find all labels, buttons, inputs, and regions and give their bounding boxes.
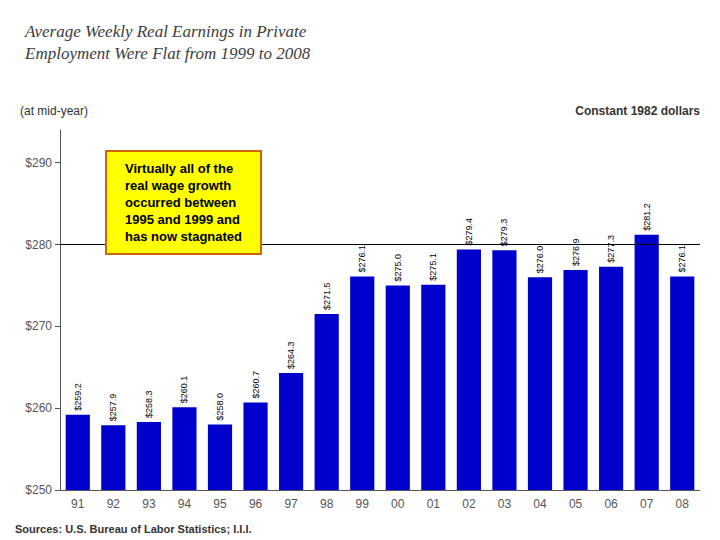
svg-text:Employment Were Flat from 1999: Employment Were Flat from 1999 to 2008 <box>24 44 311 63</box>
svg-text:Constant 1982 dollars: Constant 1982 dollars <box>575 104 700 118</box>
svg-text:$258.0: $258.0 <box>215 393 225 421</box>
svg-text:$276.1: $276.1 <box>677 245 687 273</box>
svg-text:$270: $270 <box>25 319 52 333</box>
svg-text:$259.2: $259.2 <box>73 383 83 411</box>
svg-text:$277.3: $277.3 <box>606 235 616 263</box>
svg-text:04: 04 <box>533 497 547 511</box>
svg-text:Virtually all of the: Virtually all of the <box>125 161 233 176</box>
svg-text:$276.0: $276.0 <box>535 246 545 274</box>
svg-text:91: 91 <box>71 497 85 511</box>
svg-text:05: 05 <box>569 497 583 511</box>
svg-text:07: 07 <box>640 497 654 511</box>
svg-text:03: 03 <box>498 497 512 511</box>
svg-text:$250: $250 <box>25 483 52 497</box>
svg-text:$275.0: $275.0 <box>393 254 403 282</box>
svg-text:93: 93 <box>142 497 156 511</box>
svg-text:97: 97 <box>284 497 298 511</box>
svg-text:00: 00 <box>391 497 405 511</box>
svg-text:$280: $280 <box>25 238 52 252</box>
svg-text:$260.1: $260.1 <box>179 376 189 404</box>
svg-text:$275.1: $275.1 <box>428 253 438 281</box>
svg-text:$271.5: $271.5 <box>322 283 332 311</box>
svg-text:$264.3: $264.3 <box>286 341 296 369</box>
svg-text:96: 96 <box>249 497 263 511</box>
svg-text:$260.7: $260.7 <box>251 371 261 399</box>
svg-text:Average Weekly Real Earnings i: Average Weekly Real Earnings in Private <box>24 22 307 41</box>
svg-text:$276.1: $276.1 <box>357 245 367 273</box>
svg-text:real wage growth: real wage growth <box>125 178 231 193</box>
svg-text:$258.3: $258.3 <box>144 391 154 419</box>
svg-text:occurred between: occurred between <box>125 195 236 210</box>
svg-text:08: 08 <box>676 497 690 511</box>
svg-text:94: 94 <box>178 497 192 511</box>
svg-text:$290: $290 <box>25 156 52 170</box>
svg-text:95: 95 <box>213 497 227 511</box>
svg-text:92: 92 <box>107 497 121 511</box>
svg-text:has now stagnated: has now stagnated <box>125 229 242 244</box>
svg-text:02: 02 <box>462 497 476 511</box>
svg-text:$279.3: $279.3 <box>499 219 509 247</box>
svg-text:$279.4: $279.4 <box>464 218 474 246</box>
svg-text:Sources: U.S. Bureau of Labor: Sources: U.S. Bureau of Labor Statistics… <box>15 523 252 535</box>
svg-text:$257.9: $257.9 <box>108 394 118 422</box>
svg-text:(at mid-year): (at mid-year) <box>20 104 88 118</box>
svg-text:98: 98 <box>320 497 334 511</box>
svg-text:06: 06 <box>604 497 618 511</box>
svg-text:99: 99 <box>356 497 370 511</box>
svg-text:01: 01 <box>427 497 441 511</box>
svg-text:$276.9: $276.9 <box>571 238 581 266</box>
svg-text:$281.2: $281.2 <box>642 203 652 231</box>
svg-text:1995 and 1999 and: 1995 and 1999 and <box>125 212 240 227</box>
svg-text:$260: $260 <box>25 401 52 415</box>
